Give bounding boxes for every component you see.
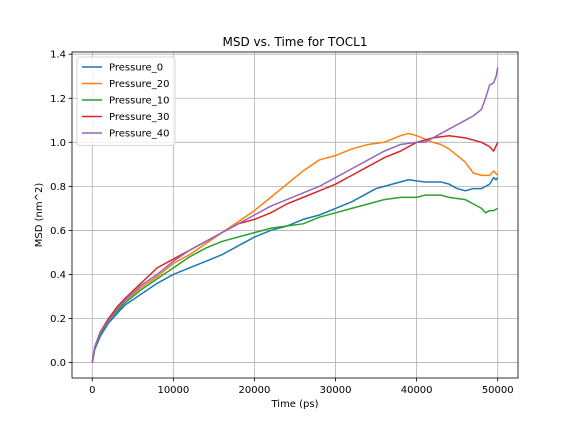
series-line-pressure-30	[91, 134, 499, 363]
x-tick-label: 30000	[320, 385, 352, 396]
y-tick-label: 0.4	[50, 270, 66, 281]
x-tick-label: 0	[89, 385, 95, 396]
y-tick-label: 1.0	[50, 138, 66, 149]
legend-label-pressure-0: Pressure_0	[109, 63, 163, 74]
series-line-pressure-40	[91, 67, 499, 363]
x-axis-ticks: 0 10000 20000 30000 40000 50000	[89, 378, 514, 396]
x-tick-label: 10000	[157, 385, 189, 396]
legend-label-pressure-10: Pressure_10	[109, 96, 169, 107]
x-tick-label: 20000	[239, 385, 271, 396]
y-tick-label: 0.0	[50, 358, 66, 369]
y-tick-label: 0.2	[50, 314, 66, 325]
y-tick-label: 1.4	[50, 50, 66, 61]
y-axis-ticks: 0.0 0.2 0.4 0.6 0.8 1.0 1.2 1.4	[50, 50, 72, 369]
y-tick-label: 0.6	[50, 226, 66, 237]
series-line-pressure-10	[91, 194, 499, 363]
axes-frame	[71, 51, 519, 379]
x-tick-label: 50000	[482, 385, 514, 396]
series-layer	[91, 67, 499, 363]
series-line-pressure-20	[91, 132, 499, 363]
legend-box	[76, 56, 176, 146]
x-tick-label: 40000	[401, 385, 433, 396]
legend-label-pressure-30: Pressure_30	[109, 112, 169, 123]
x-axis-label: Time (ps)	[270, 399, 318, 410]
legend-label-pressure-20: Pressure_20	[109, 79, 169, 90]
y-tick-label: 1.2	[50, 94, 66, 105]
chart-title: MSD vs. Time for TOCL1	[223, 35, 368, 49]
series-line-pressure-0	[91, 176, 499, 363]
legend-label-pressure-40: Pressure_40	[109, 129, 169, 140]
y-tick-label: 0.8	[50, 182, 66, 193]
y-axis-label: MSD (nm^2)	[34, 183, 45, 248]
legend: Pressure_0 Pressure_20 Pressure_10 Pressure…	[76, 56, 176, 146]
